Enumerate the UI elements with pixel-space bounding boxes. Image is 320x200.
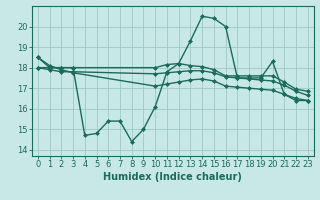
X-axis label: Humidex (Indice chaleur): Humidex (Indice chaleur) <box>103 172 242 182</box>
